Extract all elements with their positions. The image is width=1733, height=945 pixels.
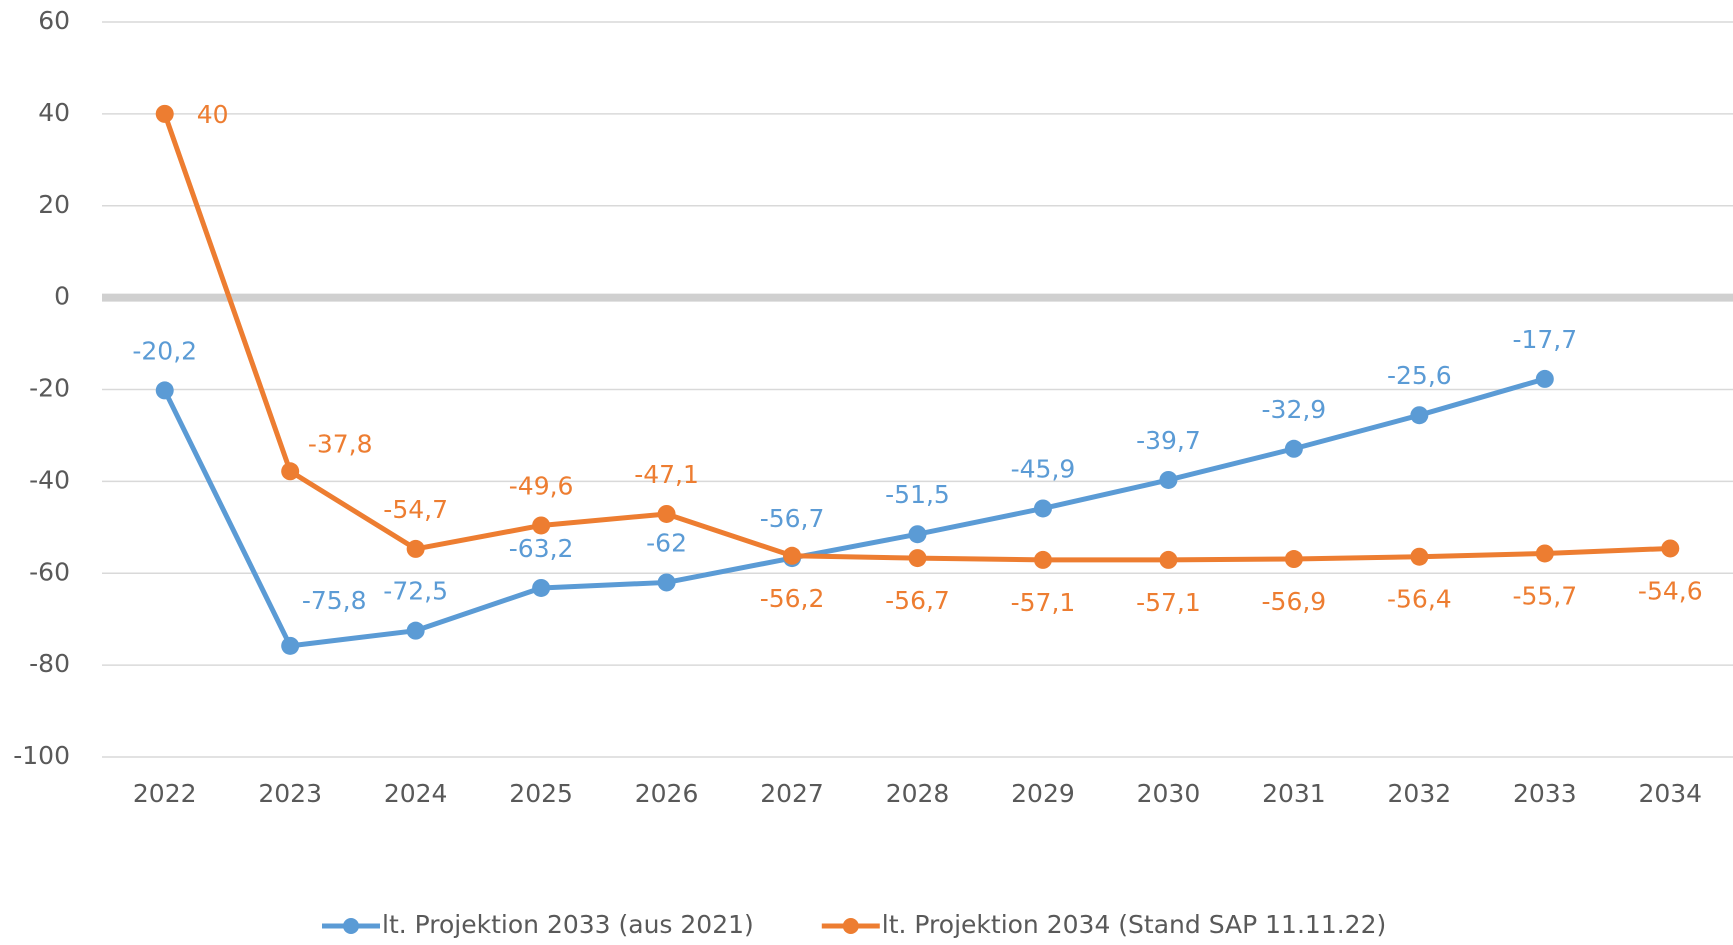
- y-tick-label: -80: [29, 649, 70, 678]
- legend-marker: [343, 918, 359, 934]
- data-label: -54,7: [383, 495, 448, 524]
- point: [281, 462, 300, 481]
- point: [1159, 550, 1178, 569]
- x-tick-label: 2025: [509, 779, 573, 808]
- data-label: -20,2: [132, 336, 197, 365]
- legend-label: lt. Projektion 2033 (aus 2021): [382, 910, 754, 939]
- x-tick-label: 2023: [258, 779, 322, 808]
- x-tick-label: 2032: [1388, 779, 1452, 808]
- point: [1033, 550, 1052, 569]
- point: [1661, 539, 1680, 558]
- point: [1535, 544, 1554, 563]
- point: [281, 636, 300, 655]
- data-label: -49,6: [509, 471, 574, 500]
- point: [532, 578, 551, 597]
- x-tick-label: 2022: [133, 779, 197, 808]
- point: [532, 516, 551, 535]
- y-tick-label: 0: [54, 282, 70, 311]
- point: [1410, 547, 1429, 566]
- point: [1159, 470, 1178, 489]
- x-tick-label: 2028: [886, 779, 950, 808]
- x-tick-label: 2030: [1137, 779, 1201, 808]
- point: [657, 504, 676, 523]
- y-tick-label: -40: [29, 465, 70, 494]
- point: [1033, 499, 1052, 518]
- data-label: -32,9: [1262, 395, 1327, 424]
- data-label: -47,1: [634, 460, 699, 489]
- point: [1410, 406, 1429, 425]
- data-label: -25,6: [1387, 361, 1452, 390]
- data-label: -62: [646, 528, 687, 557]
- data-label: -17,7: [1512, 325, 1577, 354]
- data-label: -56,7: [760, 504, 825, 533]
- point: [1535, 369, 1554, 388]
- data-label: -56,9: [1262, 587, 1327, 616]
- data-label: -57,1: [1011, 588, 1076, 617]
- point: [783, 546, 802, 565]
- point: [406, 621, 425, 640]
- data-label: -56,7: [885, 586, 950, 615]
- x-tick-label: 2026: [635, 779, 699, 808]
- data-label: 40: [197, 100, 229, 129]
- data-label: -51,5: [885, 480, 950, 509]
- data-label: -63,2: [509, 534, 574, 563]
- legend-marker: [842, 918, 859, 934]
- y-tick-label: 40: [38, 98, 70, 127]
- y-tick-label: -20: [29, 374, 70, 403]
- x-tick-label: 2029: [1011, 779, 1075, 808]
- data-label: -56,2: [760, 584, 825, 613]
- y-tick-label: -100: [13, 741, 70, 770]
- data-label: -55,7: [1512, 581, 1577, 610]
- point: [155, 381, 174, 400]
- data-label: -75,8: [302, 586, 367, 615]
- y-tick-label: 60: [38, 6, 70, 35]
- data-label: -72,5: [383, 577, 448, 606]
- y-tick-label: -60: [29, 557, 70, 586]
- point: [657, 573, 676, 592]
- data-label: -45,9: [1011, 454, 1076, 483]
- point: [1284, 550, 1303, 569]
- x-tick-label: 2027: [760, 779, 824, 808]
- point: [908, 525, 927, 544]
- x-tick-label: 2034: [1638, 779, 1702, 808]
- data-label: -57,1: [1136, 588, 1201, 617]
- y-tick-label: 20: [38, 190, 70, 219]
- data-label: -39,7: [1136, 426, 1201, 455]
- point: [155, 104, 174, 123]
- point: [908, 549, 927, 568]
- x-tick-label: 2033: [1513, 779, 1577, 808]
- data-label: -37,8: [308, 429, 373, 458]
- series-line: [162, 376, 1546, 649]
- data-label: -56,4: [1387, 585, 1452, 614]
- legend-label: lt. Projektion 2034 (Stand SAP 11.11.22): [882, 910, 1386, 939]
- x-tick-label: 2024: [384, 779, 448, 808]
- data-label: -54,6: [1638, 576, 1703, 605]
- point: [1284, 439, 1303, 458]
- point: [406, 539, 425, 558]
- x-tick-label: 2031: [1262, 779, 1326, 808]
